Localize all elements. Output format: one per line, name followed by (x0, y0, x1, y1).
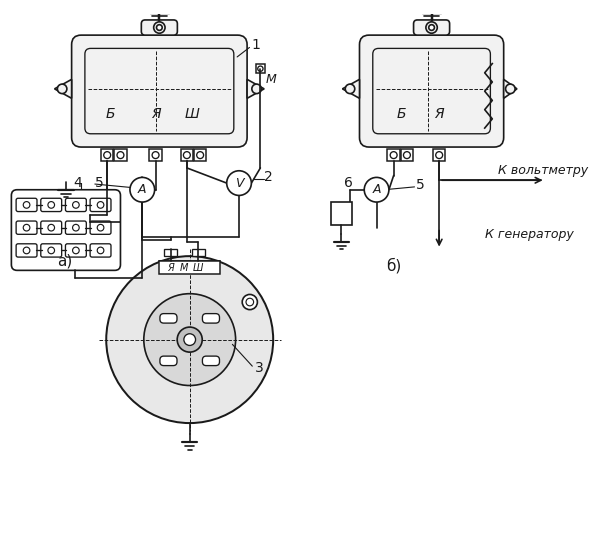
Circle shape (242, 295, 257, 310)
FancyBboxPatch shape (202, 356, 220, 366)
FancyBboxPatch shape (16, 198, 37, 212)
Text: М: М (265, 73, 276, 86)
Circle shape (73, 247, 79, 254)
Text: 4: 4 (73, 176, 82, 190)
Circle shape (436, 152, 443, 158)
Text: 1: 1 (251, 38, 260, 52)
FancyBboxPatch shape (160, 356, 177, 366)
Circle shape (252, 84, 262, 94)
Bar (164, 249, 178, 256)
Text: A: A (138, 183, 146, 196)
Bar (181, 149, 193, 161)
FancyBboxPatch shape (65, 244, 86, 257)
Circle shape (403, 152, 410, 158)
FancyBboxPatch shape (41, 221, 62, 234)
Text: Я: Я (167, 263, 174, 273)
Text: V: V (235, 177, 243, 189)
Circle shape (426, 22, 437, 33)
Bar (331, 202, 352, 225)
FancyBboxPatch shape (16, 244, 37, 257)
Circle shape (364, 177, 389, 202)
Polygon shape (503, 79, 517, 98)
Circle shape (154, 22, 165, 33)
Bar (194, 149, 206, 161)
Polygon shape (343, 79, 359, 98)
Text: Ш: Ш (193, 263, 203, 273)
Circle shape (97, 202, 104, 208)
Text: Б: Б (105, 107, 115, 121)
FancyBboxPatch shape (71, 35, 247, 147)
Bar (433, 149, 445, 161)
Text: A: A (373, 183, 381, 196)
Text: 3: 3 (254, 361, 263, 375)
FancyBboxPatch shape (90, 198, 111, 212)
Circle shape (130, 177, 155, 202)
Circle shape (23, 224, 30, 231)
Text: а): а) (57, 253, 72, 268)
Text: Ш: Ш (185, 107, 200, 121)
Circle shape (73, 202, 79, 208)
Circle shape (117, 152, 124, 158)
Circle shape (184, 152, 190, 158)
Circle shape (177, 327, 202, 352)
Circle shape (48, 224, 55, 231)
Circle shape (48, 202, 55, 208)
FancyBboxPatch shape (65, 198, 86, 212)
Circle shape (246, 298, 254, 306)
Circle shape (58, 84, 67, 94)
FancyBboxPatch shape (16, 221, 37, 234)
Circle shape (152, 152, 159, 158)
Circle shape (106, 256, 273, 423)
Circle shape (197, 152, 203, 158)
Text: 5: 5 (416, 178, 425, 192)
Text: б): б) (386, 258, 401, 274)
Bar (191, 249, 205, 256)
Circle shape (48, 247, 55, 254)
Bar (160, 261, 220, 274)
Bar (256, 64, 265, 74)
Text: Б: Б (397, 107, 406, 121)
Bar (388, 149, 400, 161)
Text: 5: 5 (95, 176, 104, 190)
Text: К генератору: К генератору (485, 228, 574, 241)
Circle shape (23, 247, 30, 254)
FancyBboxPatch shape (142, 20, 178, 35)
Circle shape (506, 84, 515, 94)
FancyBboxPatch shape (90, 244, 111, 257)
Polygon shape (247, 79, 264, 98)
Circle shape (97, 224, 104, 231)
Circle shape (157, 25, 162, 30)
FancyBboxPatch shape (41, 244, 62, 257)
Circle shape (429, 25, 434, 30)
Text: 6: 6 (344, 176, 353, 190)
Circle shape (345, 84, 355, 94)
Circle shape (258, 66, 263, 71)
Circle shape (144, 294, 236, 386)
FancyBboxPatch shape (359, 35, 503, 147)
Bar (401, 149, 413, 161)
FancyBboxPatch shape (11, 189, 121, 270)
Circle shape (73, 224, 79, 231)
Circle shape (227, 171, 251, 196)
Circle shape (97, 247, 104, 254)
Circle shape (23, 202, 30, 208)
Bar (101, 149, 113, 161)
Polygon shape (55, 79, 71, 98)
Text: К вольтметру: К вольтметру (498, 165, 588, 177)
FancyBboxPatch shape (90, 221, 111, 234)
Circle shape (390, 152, 397, 158)
Text: М: М (180, 263, 188, 273)
FancyBboxPatch shape (65, 221, 86, 234)
FancyBboxPatch shape (413, 20, 449, 35)
Bar (114, 149, 127, 161)
FancyBboxPatch shape (41, 198, 62, 212)
Bar (149, 149, 162, 161)
FancyBboxPatch shape (202, 314, 220, 323)
Text: Я: Я (151, 107, 160, 121)
FancyBboxPatch shape (160, 314, 177, 323)
Circle shape (104, 152, 110, 158)
Text: 2: 2 (264, 171, 273, 184)
Text: Я: Я (434, 107, 444, 121)
Circle shape (184, 334, 196, 346)
